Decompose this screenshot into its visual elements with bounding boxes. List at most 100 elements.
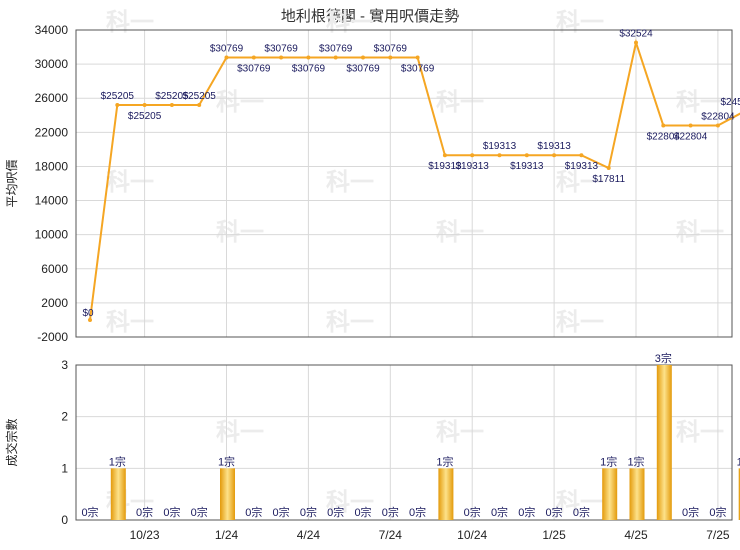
volume-data-label: 0宗 <box>709 505 726 519</box>
price-point <box>634 40 638 45</box>
price-data-label: $30769 <box>237 64 271 75</box>
volume-data-label: 1宗 <box>436 454 453 468</box>
y-tick-label: 14000 <box>35 194 69 208</box>
volume-data-label: 1宗 <box>218 454 235 468</box>
volume-data-label: 3宗 <box>655 351 672 365</box>
x-tick-label: 10/24 <box>457 528 487 542</box>
volume-data-label: 0宗 <box>327 505 344 519</box>
price-point <box>442 153 447 158</box>
price-point <box>279 55 284 60</box>
price-point <box>524 153 529 158</box>
price-data-label: $30769 <box>346 64 380 75</box>
volume-data-label: 1宗 <box>627 454 644 468</box>
volume-data-label: 0宗 <box>464 505 481 519</box>
volume-data-label: 0宗 <box>382 505 399 519</box>
price-data-label: $30769 <box>210 44 244 55</box>
watermark-text: 科一 <box>216 418 264 446</box>
y-tick-label: -2000 <box>37 330 68 344</box>
price-series-line <box>89 38 740 321</box>
y-tick-label: 22000 <box>35 125 69 139</box>
watermark-text: 科一 <box>436 88 484 116</box>
price-data-label: $30769 <box>292 64 326 75</box>
watermark-text: 科一 <box>216 218 264 246</box>
y-tick-label: 0 <box>61 513 68 527</box>
price-data-label: $19313 <box>456 161 490 172</box>
price-point <box>579 153 584 158</box>
volume-data-label: 1宗 <box>109 454 126 468</box>
y-axis-label: 成交宗數 <box>4 418 19 466</box>
price-data-label: $0 <box>82 308 94 319</box>
price-point <box>169 103 174 108</box>
price-point <box>142 103 147 108</box>
price-data-label: $30769 <box>319 44 353 55</box>
watermark-text: 科一 <box>106 168 154 196</box>
volume-bar <box>656 365 672 520</box>
price-data-label: $19313 <box>483 141 517 152</box>
volume-data-label: 0宗 <box>546 505 563 519</box>
price-point <box>715 123 720 128</box>
y-tick-label: 34000 <box>35 23 69 37</box>
x-tick-label: 10/23 <box>130 528 160 542</box>
price-data-label: $19313 <box>428 161 462 172</box>
watermark-text: 科一 <box>326 488 374 516</box>
volume-bar-chart: 0 1 2 3 成交宗數 0宗 1宗 0宗 0宗 0宗 1宗 0宗 0宗 0宗 0宗 0宗 0宗 0宗 1宗 0宗 0宗… <box>4 351 740 542</box>
volume-data-label: 0宗 <box>81 505 98 519</box>
volume-data-label: 1宗 <box>737 454 740 468</box>
x-tick-label: 4/25 <box>624 528 648 542</box>
y-tick-label: 6000 <box>41 262 68 276</box>
price-point <box>306 55 311 60</box>
price-data-label: $24512 <box>721 97 740 108</box>
y-tick-label: 2000 <box>41 296 68 310</box>
watermark-text: 科一 <box>676 88 724 116</box>
watermark-text: 科一 <box>676 218 724 246</box>
volume-bar <box>738 468 740 520</box>
y-tick-label: 18000 <box>35 159 69 173</box>
price-data-label: $22804 <box>647 131 681 142</box>
volume-data-label: 0宗 <box>409 505 426 519</box>
x-tick-label: 4/24 <box>297 528 321 542</box>
watermark-text: 科一 <box>326 8 374 36</box>
price-point <box>470 153 475 158</box>
volume-bar <box>110 468 126 520</box>
watermark-text: 科一 <box>106 308 154 336</box>
y-tick-label: 10000 <box>35 228 69 242</box>
volume-data-label: 0宗 <box>518 505 535 519</box>
volume-bar <box>220 468 235 520</box>
volume-data-label: 0宗 <box>245 505 262 519</box>
volume-data-label: 0宗 <box>491 505 508 519</box>
watermark-text: 科一 <box>556 488 604 516</box>
watermark-text: 科一 <box>326 308 374 336</box>
volume-bar <box>602 468 618 520</box>
volume-bar <box>438 468 454 520</box>
price-point <box>688 123 693 128</box>
volume-data-label: 0宗 <box>682 505 699 519</box>
y-tick-label: 30000 <box>35 57 69 71</box>
price-point <box>661 123 666 128</box>
price-point <box>552 153 557 158</box>
x-tick-label: 1/25 <box>542 528 566 542</box>
watermark-text: 科一 <box>556 168 604 196</box>
price-data-label: $19313 <box>537 141 571 152</box>
volume-data-label: 0宗 <box>273 505 290 519</box>
price-point <box>251 55 256 60</box>
volume-data-label: 1宗 <box>600 454 617 468</box>
watermark-text: 科一 <box>676 418 724 446</box>
y-tick-label: 3 <box>61 358 68 372</box>
y-tick-label: 26000 <box>35 91 69 105</box>
watermark-text: 科一 <box>556 308 604 336</box>
volume-data-label: 0宗 <box>136 505 153 519</box>
watermark-text: 科一 <box>106 8 154 36</box>
volume-bar <box>629 468 645 520</box>
price-data-label: $25205 <box>155 91 189 102</box>
plot-frame <box>75 364 733 521</box>
x-tick-label: 7/24 <box>379 528 403 542</box>
price-point <box>88 317 92 322</box>
price-point <box>606 166 611 171</box>
watermark-text: 科一 <box>436 418 484 446</box>
volume-data-label: 0宗 <box>354 505 371 519</box>
price-point <box>497 153 502 158</box>
price-point <box>115 103 120 108</box>
price-point <box>197 103 202 108</box>
